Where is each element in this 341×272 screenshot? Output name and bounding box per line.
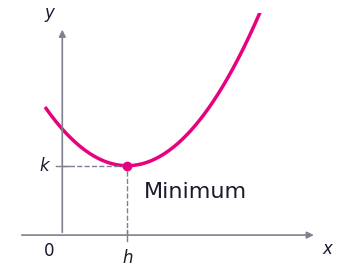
- Text: y: y: [44, 4, 54, 22]
- Text: Minimum: Minimum: [144, 182, 247, 202]
- Text: 0: 0: [44, 242, 54, 260]
- Text: x: x: [322, 240, 332, 258]
- Text: k: k: [39, 157, 49, 175]
- Text: h: h: [122, 249, 132, 267]
